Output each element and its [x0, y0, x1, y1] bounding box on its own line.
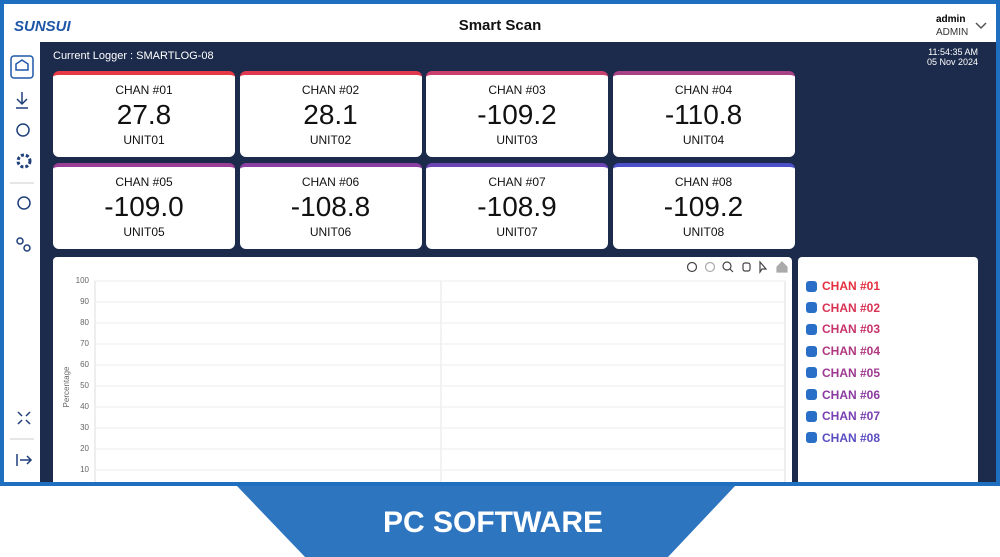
channel-value: -109.2 — [663, 191, 744, 222]
channel-card: CHAN #01 27.8 UNIT01 — [53, 71, 235, 157]
logo: SUNSUI — [14, 18, 71, 35]
legend-label: CHAN #05 — [822, 365, 881, 380]
checkbox[interactable] — [806, 410, 817, 422]
checkbox[interactable] — [806, 323, 817, 335]
user-role[interactable]: ADMIN — [936, 27, 969, 38]
chevron[interactable] — [975, 22, 987, 30]
channel-unit: UNIT04 — [682, 133, 725, 147]
channel-value: -109.2 — [477, 99, 557, 130]
checkbox[interactable] — [806, 432, 817, 444]
sidebar — [4, 42, 40, 482]
y-tick-label: 60 — [80, 360, 89, 369]
channel-card: CHAN #04 -110.8 UNIT04 — [612, 71, 795, 157]
channel-card: CHAN #07 -108.9 UNIT07 — [426, 163, 608, 249]
channel-name: CHAN #02 — [301, 83, 360, 97]
legend-label: CHAN #07 — [822, 409, 881, 424]
legend-item[interactable]: CHAN #07 — [806, 409, 880, 423]
legend-item[interactable]: CHAN #05 — [806, 366, 880, 380]
legend-label: CHAN #01 — [822, 279, 881, 293]
y-tick-label: 80 — [80, 318, 89, 327]
date: 05 Nov 2024 — [926, 57, 978, 67]
channel-name: CHAN #04 — [674, 83, 733, 97]
channel-value: -110.8 — [664, 99, 743, 130]
home-icon[interactable] — [10, 55, 34, 79]
legend-item[interactable]: CHAN #01 — [806, 279, 880, 293]
header — [4, 4, 996, 42]
legend-item[interactable]: CHAN #04 — [806, 344, 880, 358]
channel-unit: UNIT06 — [309, 225, 352, 239]
app-title: Smart Scan — [458, 17, 542, 34]
plot-area — [94, 280, 786, 482]
legend-label: CHAN #03 — [822, 322, 881, 337]
checkbox[interactable] — [806, 280, 817, 292]
chart-toolbar[interactable] — [686, 260, 788, 274]
channel-unit: UNIT08 — [682, 225, 725, 239]
settings-icon[interactable] — [16, 153, 32, 169]
legend-label: CHAN #04 — [822, 344, 881, 359]
sidebar-icons — [10, 55, 34, 466]
y-tick-label: 30 — [80, 423, 89, 432]
channel-unit: UNIT01 — [123, 133, 165, 147]
legend-label: CHAN #08 — [822, 430, 881, 445]
y-tick-label: 50 — [80, 381, 89, 390]
y-axis-label: Percentage — [62, 366, 71, 407]
channel-card: CHAN #05 -109.0 UNIT05 — [53, 163, 235, 249]
channel-card: CHAN #02 28.1 UNIT02 — [239, 71, 422, 157]
legend-item[interactable]: CHAN #03 — [806, 322, 880, 336]
y-tick-label: 100 — [76, 276, 90, 285]
collapse-icon[interactable] — [16, 454, 33, 466]
channel-value: 28.1 — [303, 99, 358, 130]
y-tick-label: 20 — [80, 444, 89, 453]
channel-value: -108.9 — [477, 191, 557, 222]
fullscreen-icon[interactable] — [17, 411, 31, 425]
channel-name: CHAN #08 — [674, 175, 733, 189]
channel-name: CHAN #05 — [115, 175, 173, 189]
chart-panel — [53, 257, 792, 482]
checkbox[interactable] — [806, 367, 817, 379]
banner-shape — [237, 486, 735, 557]
channel-card: CHAN #08 -109.2 UNIT08 — [612, 163, 795, 249]
y-tick-label: 40 — [80, 402, 89, 411]
legend-item[interactable]: CHAN #06 — [806, 388, 880, 402]
channel-unit: UNIT03 — [496, 133, 538, 147]
channel-value: -108.8 — [290, 191, 371, 222]
checkbox[interactable] — [806, 345, 817, 357]
legend-panel — [798, 257, 978, 482]
channel-unit: UNIT07 — [496, 225, 538, 239]
channel-card: CHAN #03 -109.2 UNIT03 — [426, 71, 608, 157]
channel-name: CHAN #07 — [488, 175, 546, 189]
channel-name: CHAN #01 — [115, 83, 173, 97]
channel-unit: UNIT05 — [123, 225, 165, 239]
chart: 100 90 80 70 60 50 40 30 20 10 Percentage — [62, 260, 788, 482]
legend-label: CHAN #02 — [822, 300, 881, 315]
checkbox[interactable] — [806, 389, 817, 400]
checkbox[interactable] — [806, 302, 817, 314]
channel-value: -109.0 — [104, 191, 184, 222]
channel-card: CHAN #06 -108.8 UNIT06 — [239, 163, 422, 249]
link-icon[interactable] — [16, 237, 24, 245]
banner-text: PC SOFTWARE — [382, 506, 603, 539]
y-tick-label: 70 — [80, 339, 89, 348]
channel-value: 27.8 — [116, 99, 172, 130]
y-tick-label: 10 — [80, 465, 89, 474]
legend-item[interactable]: CHAN #08 — [806, 431, 880, 445]
channel-unit: UNIT02 — [309, 133, 352, 147]
legend-item[interactable]: CHAN #02 — [806, 301, 880, 315]
channel-name: CHAN #03 — [488, 83, 546, 97]
time: 11:54:35 AM — [928, 47, 978, 57]
download-icon[interactable] — [16, 92, 28, 109]
user-name[interactable]: admin — [936, 14, 966, 25]
y-tick-label: 90 — [80, 297, 89, 306]
channel-name: CHAN #06 — [301, 175, 360, 189]
history-icon[interactable] — [16, 123, 30, 137]
logger: Current Logger : SMARTLOG-08 — [53, 50, 214, 62]
sync-icon[interactable] — [17, 196, 31, 210]
legend-label: CHAN #06 — [822, 387, 881, 402]
